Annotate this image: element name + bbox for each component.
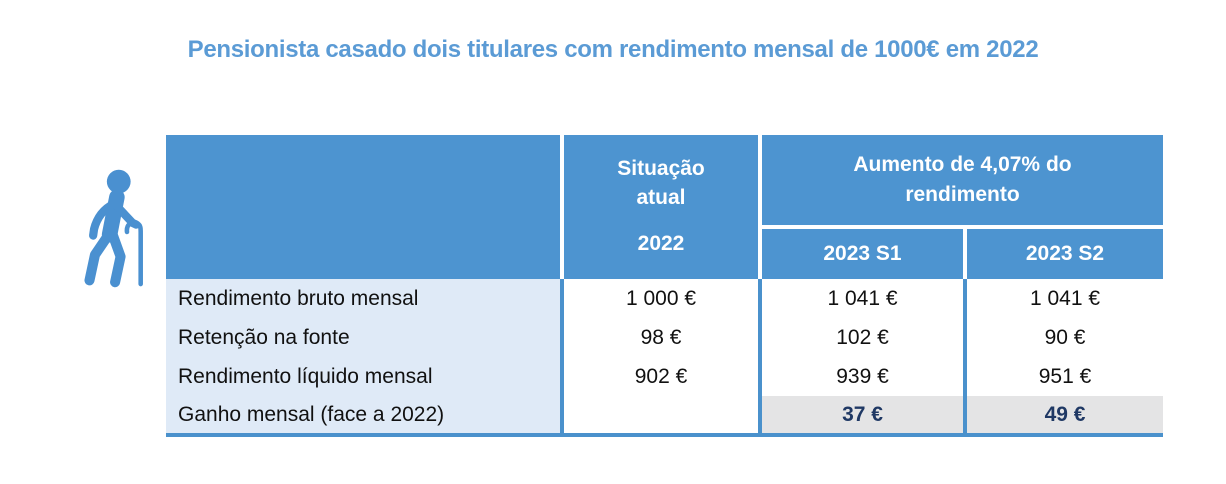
gain-value-2023-s1: 37 € <box>758 396 965 435</box>
table-row: Retenção na fonte 98 € 102 € 90 € <box>166 318 1163 357</box>
value-2022: 902 € <box>560 357 760 396</box>
value-2023-s1: 939 € <box>758 357 965 396</box>
value-2022 <box>560 396 760 435</box>
value-2023-s2: 90 € <box>963 318 1163 357</box>
value-2023-s2: 1 041 € <box>963 279 1163 318</box>
table-row: Rendimento líquido mensal 902 € 939 € 95… <box>166 357 1163 396</box>
page-title: Pensionista casado dois titulares com re… <box>187 36 1039 63</box>
value-2022: 1 000 € <box>560 279 760 318</box>
header-year-2022: 2022 <box>637 232 685 256</box>
value-2022: 98 € <box>560 318 760 357</box>
table-row: Ganho mensal (face a 2022) 37 € 49 € <box>166 396 1163 435</box>
row-label: Retenção na fonte <box>166 318 562 357</box>
value-2023-s1: 1 041 € <box>758 279 965 318</box>
value-2023-s1: 102 € <box>758 318 965 357</box>
header-aumento: Aumento de 4,07% do rendimento <box>758 135 1163 229</box>
row-label: Rendimento bruto mensal <box>166 279 562 318</box>
gain-value-2023-s2: 49 € <box>963 396 1163 435</box>
corner-header-cell <box>166 135 562 279</box>
header-situacao-label: Situação atual <box>617 157 705 209</box>
row-label: Ganho mensal (face a 2022) <box>166 396 562 435</box>
elderly-person-with-cane-icon <box>70 167 162 295</box>
table-row: Rendimento bruto mensal 1 000 € 1 041 € … <box>166 279 1163 318</box>
header-situacao-atual: Situação atual 2022 <box>560 135 760 279</box>
header-2023-s2: 2023 S2 <box>963 227 1163 279</box>
value-2023-s2: 951 € <box>963 357 1163 396</box>
header-2023-s1: 2023 S1 <box>758 227 965 279</box>
pension-comparison-table: Situação atual 2022 Aumento de 4,07% do … <box>166 135 1163 437</box>
row-label: Rendimento líquido mensal <box>166 357 562 396</box>
